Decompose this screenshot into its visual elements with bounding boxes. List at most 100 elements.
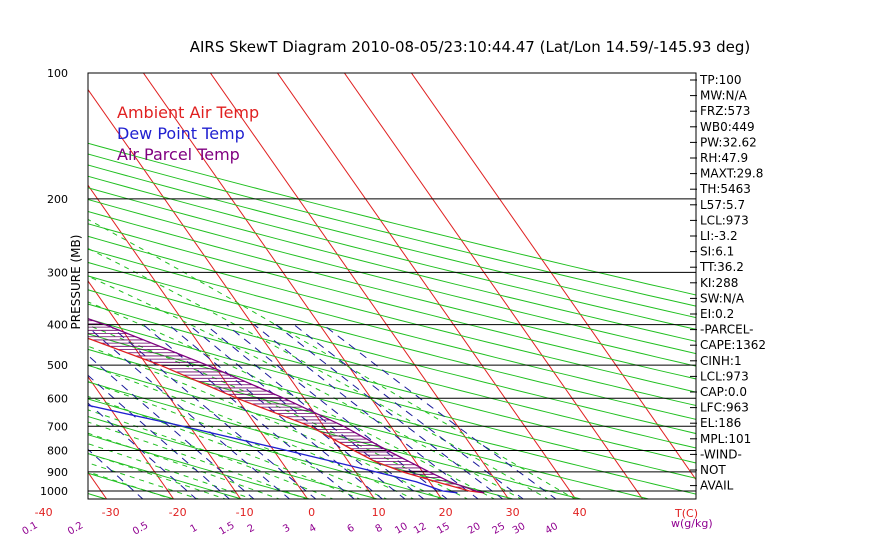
mixing-ratio-tick-label: 8: [374, 522, 385, 535]
legend-air-parcel-temp: Air Parcel Temp: [117, 145, 240, 164]
isotherm: [410, 73, 696, 481]
index-entry: TT:36.2: [699, 260, 744, 274]
moist-adiabat: [88, 381, 388, 499]
dry-adiabat: [88, 333, 696, 495]
background-lines: [88, 73, 696, 499]
index-entry: FRZ:573: [700, 104, 750, 118]
mixing-ratio-tick-label: 2: [246, 522, 257, 535]
dry-adiabat: [88, 415, 380, 499]
isotherm: [88, 184, 309, 499]
moist-adiabat: [88, 218, 576, 499]
mixing-ratio-line: [205, 324, 425, 499]
moist-adiabat: [88, 247, 549, 499]
pressure-tick-label: 500: [47, 359, 68, 372]
mixing-ratio-line: [88, 402, 198, 499]
mixing-ratio-line: [142, 324, 355, 499]
index-entry: -WIND-: [700, 447, 742, 461]
isobars: [88, 198, 696, 492]
index-entry: KI:288: [700, 276, 738, 290]
isotherm: [88, 280, 242, 499]
dry-adiabat: [88, 187, 696, 342]
dry-adiabat: [88, 223, 696, 380]
bottom-temp-tick-label: -40: [35, 506, 53, 519]
mixing-axis-unit: w(g/kg): [671, 517, 713, 530]
index-entry: CAP:0.0: [700, 385, 747, 399]
pressure-tick-label: 100: [47, 67, 68, 80]
mixing-ratio-tick-label: 4: [307, 522, 318, 535]
bottom-temp-tick-label: 40: [573, 506, 587, 519]
moist-adiabat: [88, 409, 335, 499]
ambient-air-temp-line: [88, 337, 485, 494]
moist-adiabat: [88, 275, 523, 499]
bottom-temp-tick-label: -30: [102, 506, 120, 519]
mixing-ratio-tick-label: 3: [281, 522, 292, 535]
index-entry: MPL:101: [700, 432, 751, 446]
y-axis-label: PRESSURE (MB): [69, 235, 83, 330]
pressure-tick-label: 800: [47, 444, 68, 457]
chart-title: AIRS SkewT Diagram 2010-08-05/23:10:44.4…: [190, 38, 751, 56]
dry-adiabat: [88, 318, 696, 479]
dry-adiabat: [88, 198, 696, 355]
index-entry: AVAIL: [700, 479, 734, 493]
pressure-tick-labels: 100 200 300 400 500 600 700 800 900 1000: [40, 67, 68, 498]
index-entry: LFC:963: [700, 401, 749, 415]
bottom-temp-tick-label: 10: [372, 506, 386, 519]
index-entry: LI:-3.2: [700, 229, 738, 243]
dry-adiabat: [88, 164, 696, 319]
moist-adiabat: [88, 345, 442, 499]
mixing-ratio-line: [108, 324, 317, 499]
index-entry: RH:47.9: [700, 151, 748, 165]
index-entry: MW:N/A: [700, 89, 748, 103]
mixing-ratio-line: [275, 324, 504, 499]
mixing-ratio-line: [293, 324, 525, 499]
pressure-tick-label: 600: [47, 392, 68, 405]
moist-adiabat: [88, 443, 254, 499]
pressure-tick-label: 900: [47, 466, 68, 479]
pressure-tick-label: 700: [47, 420, 68, 433]
index-entry: MAXT:29.8: [700, 167, 763, 181]
dry-adiabat: [88, 248, 696, 407]
dry-adiabat: [88, 453, 244, 499]
index-entry: NOT: [700, 463, 726, 477]
dry-adiabat: [88, 275, 696, 435]
legend-dew-point-temp: Dew Point Temp: [117, 124, 245, 143]
dry-adiabat: [88, 303, 696, 464]
temp-axis-unit: T(C): [674, 507, 698, 520]
mixing-ratio-line: [88, 448, 144, 499]
index-entry: CAPE:1362: [700, 338, 766, 352]
isotherm: [88, 88, 376, 499]
legend-ambient-air-temp: Ambient Air Temp: [117, 103, 259, 122]
mixing-ratio-tick-label: 1: [188, 522, 199, 535]
isotherm: [209, 73, 510, 499]
mixing-ratio-line: [188, 324, 406, 499]
bottom-temp-tick-label: 20: [439, 506, 453, 519]
mixing-ratio-line: [253, 324, 479, 499]
bottom-temp-tick-label: 0: [308, 506, 315, 519]
mixing-ratio-line: [322, 324, 557, 499]
index-entry: LCL:973: [700, 369, 749, 383]
index-entry: TH:5463: [699, 182, 751, 196]
dry-adiabat: [88, 235, 696, 393]
isotherm: [142, 73, 443, 499]
index-entry: LCL:973: [700, 213, 749, 227]
bottom-temp-tick-label: -10: [236, 506, 254, 519]
index-entry: CINH:1: [700, 354, 742, 368]
dry-adiabat: [88, 364, 583, 499]
air-parcel-temp-line: [88, 318, 485, 494]
moist-adiabat: [88, 462, 200, 499]
isotherm: [276, 73, 577, 499]
legend: Ambient Air Temp Dew Point Temp Air Parc…: [117, 103, 259, 164]
moist-adiabat: [88, 452, 227, 499]
index-entry: SI:6.1: [700, 245, 734, 259]
isotherm: [88, 375, 175, 499]
dry-adiabat: [88, 153, 696, 307]
mixing-ratio-line: [226, 324, 448, 499]
index-entry: SW:N/A: [700, 291, 745, 305]
plot-frame: [87, 72, 697, 500]
cape-hatch: [88, 320, 466, 488]
bottom-temp-tick-label: 30: [506, 506, 520, 519]
index-entry: TP:100: [699, 73, 742, 87]
